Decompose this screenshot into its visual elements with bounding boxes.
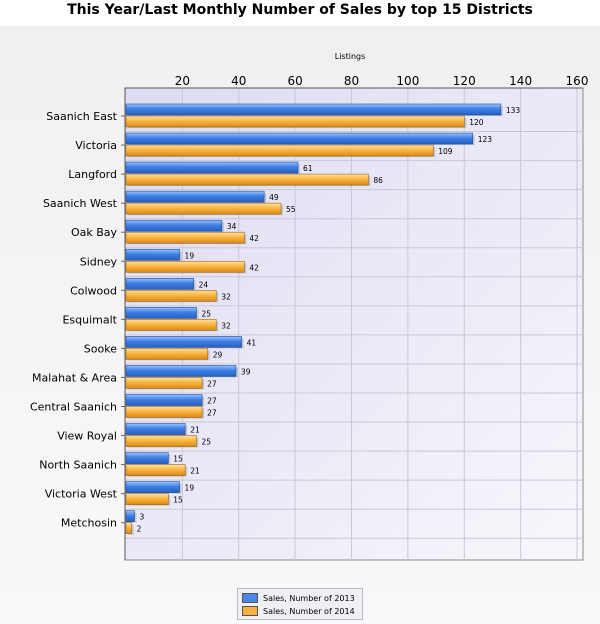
bar-2013	[125, 248, 180, 261]
bar-2013	[125, 190, 265, 203]
legend-swatch-2014	[242, 606, 258, 616]
data-label: 41	[247, 338, 257, 347]
data-label: 27	[207, 397, 217, 406]
bar-2013	[125, 307, 197, 319]
data-label: 19	[185, 251, 195, 260]
legend: Sales, Number of 2013 Sales, Number of 2…	[237, 588, 363, 620]
data-label: 32	[221, 292, 231, 301]
x-tick-label: 20	[175, 74, 190, 88]
data-label: 120	[469, 118, 484, 127]
bar-2014	[125, 144, 434, 157]
data-label: 49	[269, 193, 279, 202]
category-label: Sidney	[80, 255, 118, 268]
data-label: 27	[207, 409, 217, 418]
x-tick-label: 60	[287, 74, 302, 88]
category-label: Oak Bay	[71, 226, 118, 239]
data-label: 34	[227, 222, 237, 231]
data-label: 25	[201, 438, 211, 447]
data-label: 3	[139, 513, 144, 522]
bar-2014	[125, 231, 245, 244]
data-label: 21	[190, 426, 200, 435]
category-label: Metchosin	[61, 517, 117, 530]
bar-2013	[125, 161, 299, 174]
data-label: 24	[199, 280, 209, 289]
bar-2014	[125, 260, 245, 273]
bar-2014	[125, 377, 203, 389]
data-label: 27	[207, 379, 217, 388]
bar-2014	[125, 289, 217, 302]
bar-2013	[125, 219, 223, 232]
category-label: View Royal	[57, 430, 117, 443]
category-label: Esquimalt	[62, 313, 117, 326]
data-label: 15	[173, 455, 183, 464]
category-label: Saanich West	[43, 197, 118, 210]
data-label: 55	[286, 205, 296, 214]
x-tick-label: 160	[566, 74, 589, 88]
category-label: Victoria West	[45, 488, 118, 501]
category-label: North Saanich	[39, 459, 117, 472]
bar-2013	[125, 277, 194, 290]
data-label: 32	[221, 321, 231, 330]
data-label: 123	[478, 135, 493, 144]
bar-2013	[125, 336, 242, 348]
bar-2014	[125, 464, 186, 476]
category-label: Sooke	[84, 342, 117, 355]
data-label: 42	[249, 263, 259, 272]
x-axis-label: Listings	[335, 52, 366, 61]
data-label: 61	[303, 164, 313, 173]
legend-swatch-2013	[242, 593, 258, 603]
bar-2014	[125, 522, 132, 535]
x-tick-label: 80	[344, 74, 359, 88]
x-tick-label: 40	[231, 74, 246, 88]
chart-title: This Year/Last Monthly Number of Sales b…	[67, 2, 533, 18]
x-tick-label: 100	[396, 74, 419, 88]
bar-2013	[125, 394, 203, 406]
data-label: 25	[201, 309, 211, 318]
category-label: Malahat & Area	[32, 371, 117, 384]
legend-label-2014: Sales, Number of 2014	[263, 606, 355, 616]
bar-2014	[125, 319, 217, 331]
legend-label-2013: Sales, Number of 2013	[263, 593, 355, 603]
data-label: 133	[506, 106, 521, 115]
bar-2013	[125, 510, 135, 523]
bar-2014	[125, 202, 282, 215]
bar-2013	[125, 481, 180, 493]
legend-item-2014: Sales, Number of 2014	[242, 605, 355, 617]
bar-2013	[125, 132, 474, 145]
bar-2014	[125, 115, 465, 128]
data-label: 86	[373, 176, 383, 185]
category-label: Central Saanich	[30, 401, 117, 414]
bar-2014	[125, 348, 209, 360]
data-label: 109	[438, 147, 453, 156]
bar-2014	[125, 406, 203, 418]
bar-2013	[125, 365, 237, 377]
data-label: 21	[190, 467, 200, 476]
category-label: Colwood	[70, 284, 117, 297]
bar-2013	[125, 452, 169, 464]
legend-item-2013: Sales, Number of 2013	[242, 592, 355, 604]
category-label: Langford	[68, 168, 117, 181]
category-label: Victoria	[75, 139, 117, 152]
data-label: 29	[213, 350, 223, 359]
data-label: 15	[173, 496, 183, 505]
data-label: 39	[241, 367, 251, 376]
x-tick-label: 140	[509, 74, 532, 88]
data-label: 19	[185, 484, 195, 493]
bar-2013	[125, 103, 502, 116]
category-label: Saanich East	[46, 110, 117, 123]
bar-2014	[125, 435, 197, 447]
bar-2014	[125, 493, 169, 505]
bar-2014	[125, 173, 369, 186]
data-label: 42	[249, 234, 259, 243]
bar-2013	[125, 423, 186, 435]
x-tick-label: 120	[453, 74, 476, 88]
data-label: 2	[137, 525, 142, 534]
